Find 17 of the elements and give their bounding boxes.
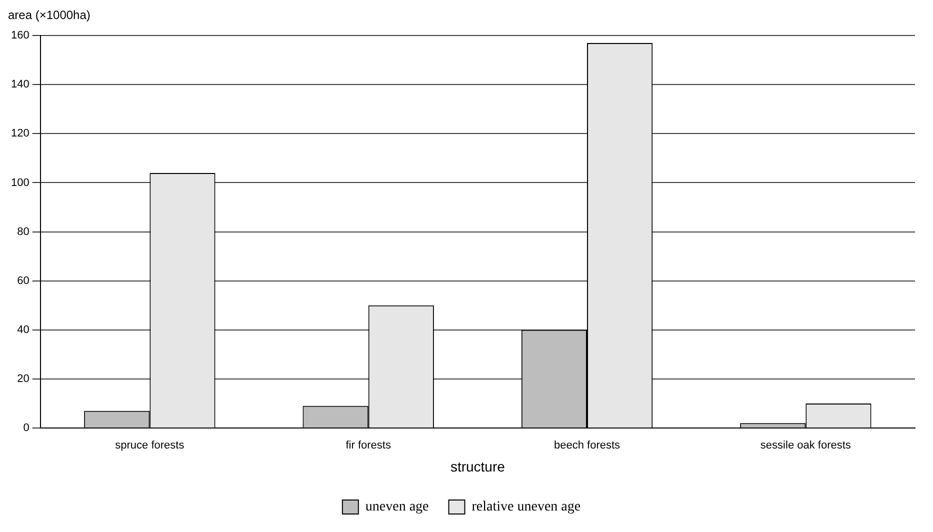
y-axis-title: area (×1000ha) <box>8 8 92 24</box>
y-tick-label: 0 <box>23 422 30 434</box>
y-tick-label: 160 <box>10 30 30 42</box>
x-tick-label: fir forests <box>346 440 392 452</box>
y-tick-label: 40 <box>17 324 30 336</box>
y-tick-label: 60 <box>17 274 30 287</box>
y-tick-label: 20 <box>17 372 30 385</box>
x-tick-label: sessile oak forests <box>760 440 852 452</box>
y-tick-label: 120 <box>10 128 30 140</box>
x-tick-label: beech forests <box>554 440 621 452</box>
x-tick-label: spruce forests <box>115 440 185 452</box>
legend-label: uneven age <box>365 500 429 515</box>
y-tick-label: 80 <box>17 226 30 238</box>
y-tick-label: 140 <box>10 78 30 91</box>
legend-label: relative uneven age <box>472 500 581 515</box>
x-axis-title: structure <box>450 458 506 474</box>
y-tick-label: 100 <box>10 176 30 189</box>
